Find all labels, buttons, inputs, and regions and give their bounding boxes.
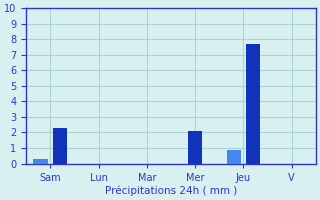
Bar (188, 131, 202, 164)
Bar (33, 159, 48, 164)
Bar (53, 128, 67, 164)
Bar (227, 150, 241, 164)
X-axis label: Précipitations 24h ( mm ): Précipitations 24h ( mm ) (105, 185, 237, 196)
Bar (246, 44, 260, 164)
